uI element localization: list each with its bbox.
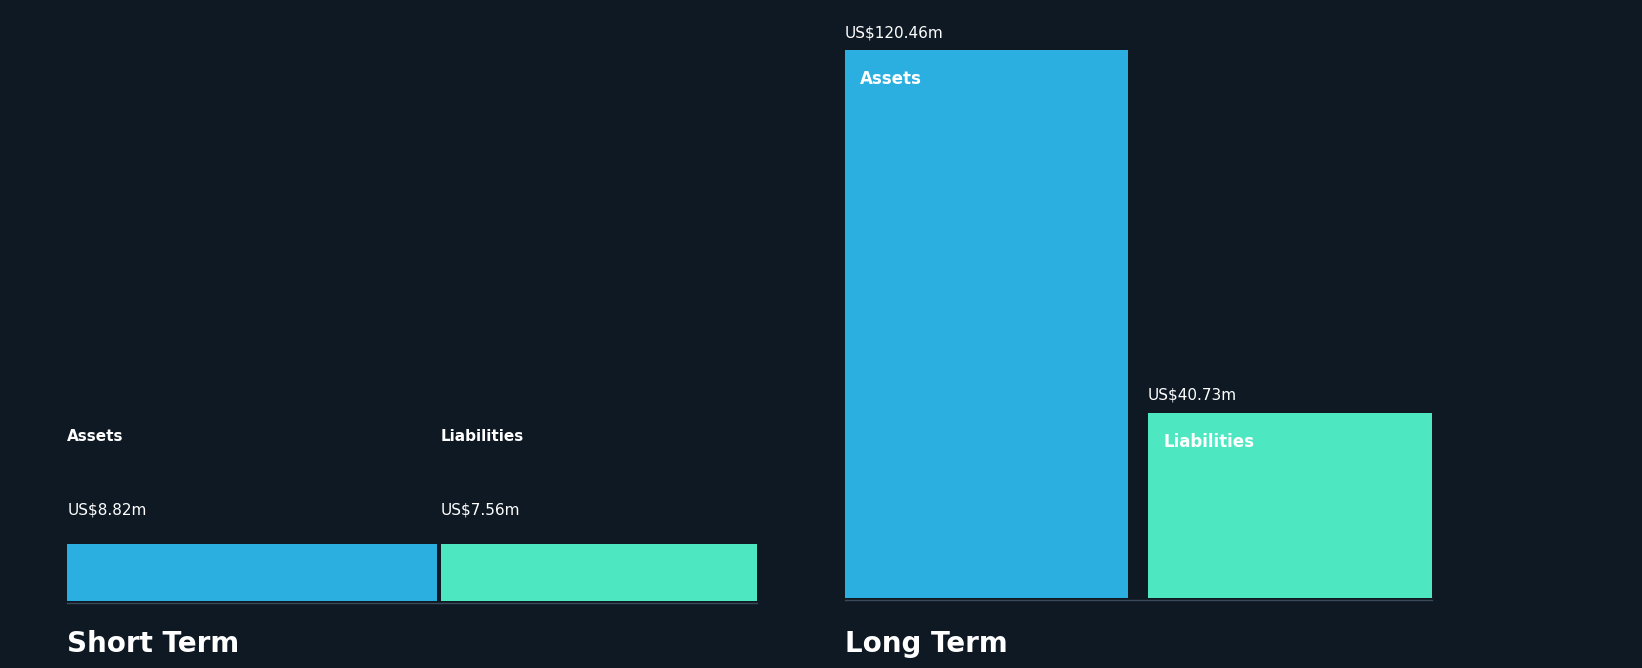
Bar xyxy=(1148,413,1432,598)
Text: Long Term: Long Term xyxy=(844,630,1008,658)
Bar xyxy=(844,50,1128,598)
Text: Assets: Assets xyxy=(67,430,123,444)
Bar xyxy=(440,544,757,601)
Text: Liabilities: Liabilities xyxy=(1164,433,1254,451)
Text: US$40.73m: US$40.73m xyxy=(1148,387,1236,403)
Text: US$120.46m: US$120.46m xyxy=(844,25,944,40)
Text: Liabilities: Liabilities xyxy=(440,430,524,444)
Bar xyxy=(67,544,437,601)
Text: Assets: Assets xyxy=(860,70,923,88)
Text: US$7.56m: US$7.56m xyxy=(440,503,521,518)
Text: US$8.82m: US$8.82m xyxy=(67,503,146,518)
Text: Short Term: Short Term xyxy=(67,630,240,658)
